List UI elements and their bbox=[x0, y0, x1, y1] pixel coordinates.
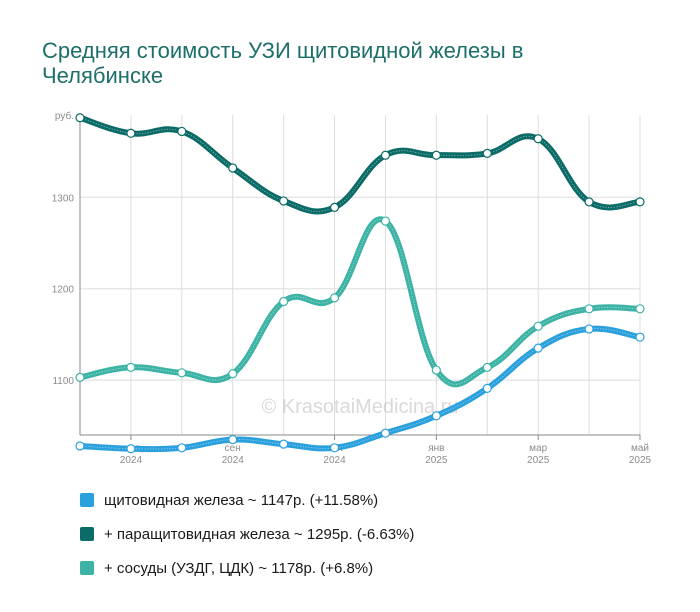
y-axis: 1100 1200 1300 руб. bbox=[52, 110, 81, 435]
series-line-thyroid-texture bbox=[79, 328, 641, 450]
y-tick-label: 1100 bbox=[52, 376, 74, 387]
data-point bbox=[635, 332, 645, 342]
data-point bbox=[177, 368, 187, 378]
chart-title: Средняя стоимость УЗИ щитовидной железы … bbox=[42, 38, 524, 88]
x-tick-year: 2025 bbox=[629, 455, 652, 466]
data-point bbox=[635, 304, 645, 314]
series-points bbox=[75, 113, 645, 454]
data-point bbox=[75, 441, 85, 451]
data-point bbox=[584, 324, 594, 334]
data-point bbox=[533, 321, 543, 331]
data-point bbox=[482, 362, 492, 372]
legend-label: щитовидная железа ~ 1147р. (+11.58%) bbox=[104, 491, 379, 509]
legend-item-parathyroid[interactable]: + паращитовидная железа ~ 1295р. (-6.63%… bbox=[80, 517, 414, 551]
watermark: © KrasotaiMedicina.ru bbox=[261, 396, 458, 418]
data-point bbox=[431, 150, 441, 160]
data-point bbox=[126, 362, 136, 372]
data-point bbox=[228, 369, 238, 379]
data-point bbox=[533, 134, 543, 144]
data-point bbox=[126, 128, 136, 138]
x-tick-label: янв bbox=[428, 443, 444, 454]
legend-label: + сосуды (УЗДГ, ЦДК) ~ 1178р. (+6.8%) bbox=[104, 559, 374, 577]
series-line-vessels bbox=[77, 216, 643, 388]
data-point bbox=[279, 196, 289, 206]
series-line-parathyroid-texture bbox=[79, 117, 641, 212]
data-point bbox=[228, 434, 238, 445]
x-tick-label: мар bbox=[529, 443, 547, 454]
y-unit-label: руб. bbox=[55, 110, 74, 122]
data-point bbox=[431, 365, 441, 375]
data-point bbox=[279, 296, 289, 307]
data-point bbox=[380, 216, 391, 226]
legend: щитовидная железа ~ 1147р. (+11.58%) + п… bbox=[80, 483, 414, 585]
data-point bbox=[635, 197, 645, 207]
series-line-thyroid bbox=[77, 325, 643, 453]
data-point bbox=[584, 304, 594, 314]
legend-item-vessels[interactable]: + сосуды (УЗДГ, ЦДК) ~ 1178р. (+6.8%) bbox=[80, 551, 414, 585]
x-tick-year: 2024 bbox=[222, 455, 245, 466]
data-point bbox=[177, 443, 187, 453]
x-tick-label: сен bbox=[225, 443, 241, 454]
x-tick-year: 2025 bbox=[425, 455, 448, 466]
x-tick-year: 2025 bbox=[527, 455, 550, 466]
y-tick-label: 1300 bbox=[52, 193, 75, 204]
data-point bbox=[482, 148, 492, 158]
data-point bbox=[329, 293, 340, 303]
data-point bbox=[380, 150, 391, 160]
grid bbox=[79, 115, 641, 435]
x-tick-label: май bbox=[631, 443, 649, 454]
legend-item-thyroid[interactable]: щитовидная железа ~ 1147р. (+11.58%) bbox=[80, 483, 414, 517]
data-point bbox=[75, 113, 85, 123]
data-point bbox=[431, 411, 441, 421]
data-point bbox=[126, 444, 136, 454]
data-point bbox=[533, 343, 543, 353]
legend-swatch bbox=[80, 527, 94, 541]
data-point bbox=[329, 202, 340, 212]
x-tick-year: 2024 bbox=[120, 455, 143, 466]
data-point bbox=[584, 197, 594, 207]
y-tick-label: 1200 bbox=[52, 285, 75, 296]
data-point bbox=[177, 126, 187, 137]
data-point bbox=[329, 443, 340, 453]
legend-swatch bbox=[80, 561, 94, 575]
data-point bbox=[75, 372, 85, 382]
data-point bbox=[279, 439, 289, 449]
data-point bbox=[482, 383, 492, 393]
legend-swatch bbox=[80, 493, 94, 507]
x-tick-year: 2024 bbox=[323, 455, 346, 466]
data-point bbox=[228, 163, 238, 173]
data-point bbox=[380, 428, 391, 438]
legend-label: + паращитовидная железа ~ 1295р. (-6.63%… bbox=[104, 525, 415, 543]
